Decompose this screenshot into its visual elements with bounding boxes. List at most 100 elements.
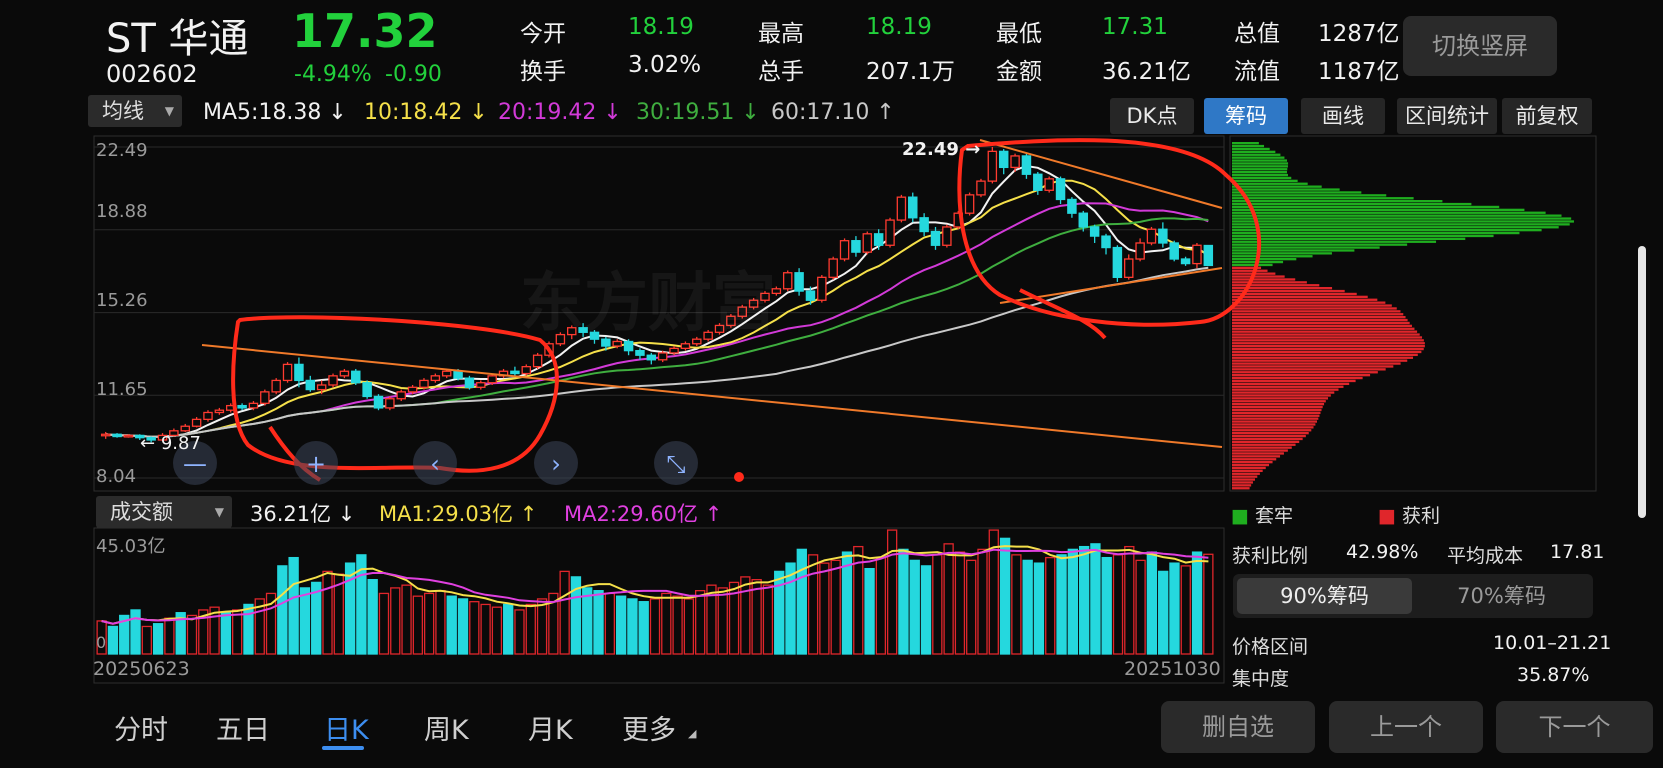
chip-bar	[1232, 223, 1570, 226]
volume-bar	[582, 587, 593, 655]
tab-0[interactable]: 分时	[114, 715, 168, 746]
legend-trapped: ■ 套牢	[1231, 501, 1293, 528]
next-button[interactable]: 下一个	[1496, 701, 1653, 753]
annotation-circle	[231, 315, 559, 473]
candle	[203, 411, 213, 421]
volume-bar	[356, 554, 367, 655]
candle	[282, 363, 293, 382]
chip-bar	[1232, 455, 1281, 458]
trapped-swatch: ■	[1231, 505, 1249, 527]
forward-adjust-button[interactable]: 前复权	[1502, 98, 1592, 134]
volume-bar	[390, 587, 401, 655]
volume-ma-MA1	[101, 545, 1209, 625]
candle	[657, 352, 668, 361]
stat-label: 总手	[758, 59, 804, 85]
volume-bar	[999, 537, 1011, 655]
switch-portrait-button[interactable]: 切换竖屏	[1403, 16, 1557, 76]
chip-bar	[1232, 240, 1437, 243]
chip-bar	[1232, 371, 1378, 374]
volume-bar	[785, 562, 796, 655]
volume-bar	[1022, 559, 1033, 655]
avg-cost-label: 平均成本	[1447, 545, 1524, 567]
scroll-indicator[interactable]	[1638, 246, 1646, 518]
chip-bar	[1232, 330, 1418, 333]
tab-90-chip[interactable]: 90%筹码	[1237, 578, 1412, 614]
draw-line-button[interactable]: 画线	[1301, 98, 1385, 134]
change-amount: -0.90	[385, 62, 442, 87]
price-axis-tick: 15.26	[96, 290, 148, 311]
ma-legend-item: 60:17.10 ↑	[771, 100, 895, 125]
tab-4[interactable]: 月K	[528, 715, 573, 746]
previous-button[interactable]: 上一个	[1329, 701, 1483, 753]
chip-bar	[1232, 173, 1288, 177]
candle	[146, 437, 156, 441]
tab-70-chip[interactable]: 70%筹码	[1457, 584, 1546, 608]
chip-bar	[1232, 484, 1252, 487]
volume-indicator-select[interactable]: 成交额 ▼	[96, 496, 232, 528]
dk-point-button[interactable]: DK点	[1110, 98, 1194, 134]
chip-button[interactable]: 筹码	[1204, 98, 1288, 134]
collapse-icon[interactable]	[654, 441, 698, 485]
chevron-down-icon: ▼	[214, 505, 224, 519]
candle	[567, 327, 577, 336]
chip-bar	[1232, 432, 1309, 435]
remove-favorite-button[interactable]: 删自选	[1161, 701, 1315, 753]
current-price: 17.32	[292, 4, 438, 58]
volume-bar	[920, 565, 932, 655]
chip-bar	[1232, 339, 1424, 342]
volume-bar	[107, 625, 119, 655]
chevron-down-icon: ▼	[164, 104, 174, 118]
volume-bar	[367, 578, 378, 655]
tab-3[interactable]: 周K	[424, 715, 469, 746]
zoom-out-icon[interactable]	[173, 441, 217, 485]
candle	[601, 338, 611, 347]
tab-2[interactable]: 日K	[324, 715, 369, 746]
candle	[328, 375, 338, 386]
chip-bar	[1232, 347, 1424, 351]
volume-bar	[966, 559, 977, 655]
volume-bar	[1169, 562, 1180, 655]
chip-bar	[1232, 481, 1253, 484]
stat-label: 换手	[520, 59, 566, 85]
chip-bar	[1232, 188, 1340, 191]
prev-period-icon[interactable]	[413, 441, 457, 485]
volume-bar	[695, 590, 706, 655]
next-period-icon[interactable]	[534, 441, 578, 485]
low-price-value: 9.87	[160, 433, 201, 454]
tab-5[interactable]: 更多	[622, 715, 676, 746]
candle	[623, 340, 634, 352]
chip-bar	[1232, 191, 1362, 194]
profit-ratio-value: 42.98%	[1346, 541, 1419, 563]
candle	[487, 375, 497, 384]
chip-bar	[1232, 394, 1331, 397]
chip-bar	[1232, 414, 1320, 417]
volume-bar	[559, 570, 570, 655]
candle	[578, 327, 588, 333]
tab-1[interactable]: 五日	[216, 715, 270, 746]
volume-bar	[378, 592, 390, 655]
candle	[351, 370, 361, 384]
volume-bar	[480, 603, 491, 655]
candle	[748, 299, 759, 308]
stat-value: 17.31	[1102, 14, 1168, 40]
volume-bar	[1090, 543, 1101, 655]
candle	[817, 276, 827, 301]
volume-value: 36.21亿 ↓	[250, 502, 356, 526]
indicator-select[interactable]: 均线 ▼	[88, 95, 182, 127]
zoom-in-icon-glyph: +	[306, 450, 326, 478]
chip-bar	[1232, 374, 1371, 377]
chip-bar	[1232, 234, 1494, 238]
volume-bar	[536, 598, 548, 655]
zoom-in-icon[interactable]	[294, 441, 338, 485]
volume-bar	[209, 606, 220, 655]
chip-bar	[1232, 443, 1296, 446]
annotation-circle	[957, 138, 1262, 327]
chip-bar	[1232, 266, 1262, 270]
candle	[692, 338, 702, 345]
range-stats-button[interactable]: 区间统计	[1397, 98, 1497, 134]
candle	[976, 180, 986, 196]
chip-bar	[1232, 231, 1520, 235]
ma-legend-item: 10:18.42 ↓	[364, 100, 488, 125]
chip-bar	[1232, 359, 1408, 362]
